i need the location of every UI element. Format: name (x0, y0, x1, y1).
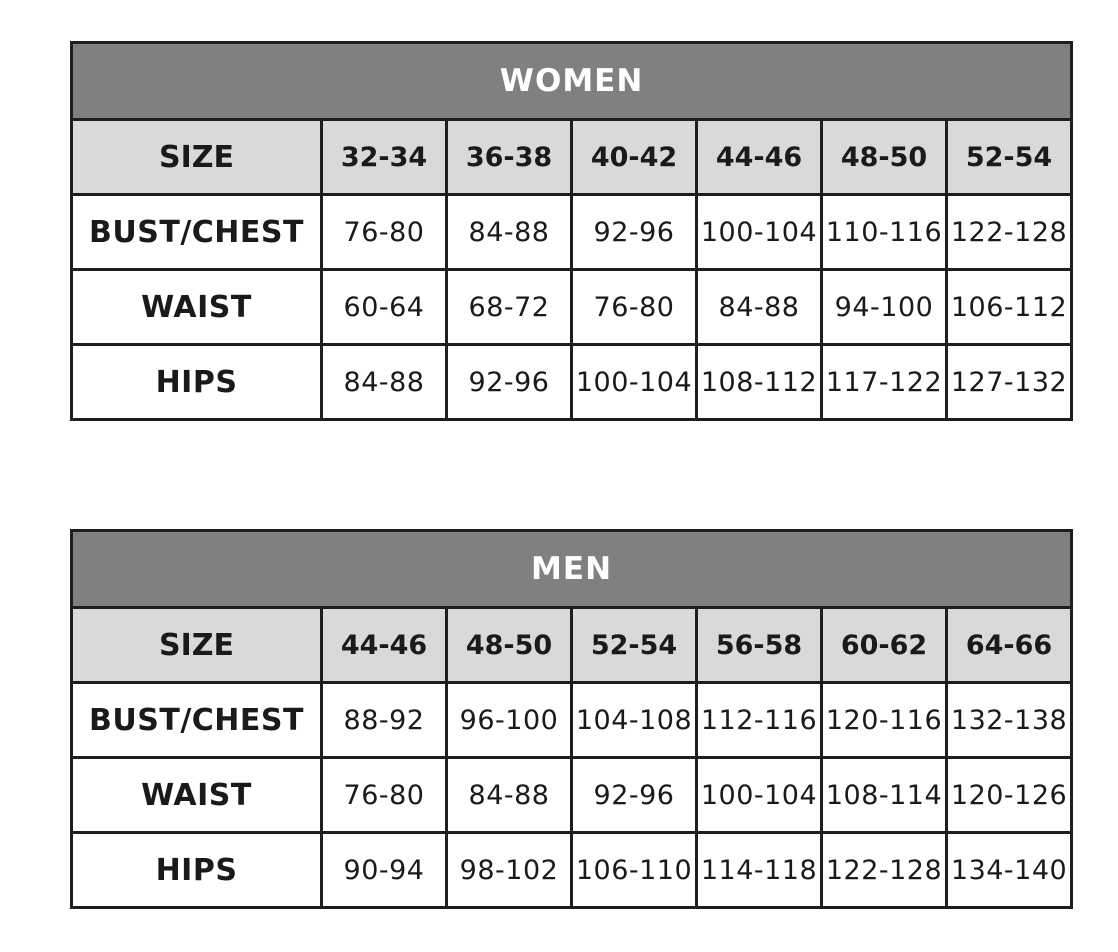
table-title: MEN (69, 529, 1074, 609)
table-row: WAIST 76-80 84-88 92-96 100-104 108-114 120-12… (70, 756, 1074, 834)
size-cell: 48-50 (445, 606, 573, 684)
measurement-cell: 84-88 (695, 268, 823, 346)
table-row: HIPS 90-94 98-102 106-110 114-118 122-128 134-… (70, 831, 1074, 909)
measurement-cell: 92-96 (570, 193, 698, 271)
size-cell: 40-42 (570, 118, 698, 196)
measurement-cell: 108-114 (820, 756, 948, 834)
measurement-cell: 84-88 (445, 193, 573, 271)
size-cell: 52-54 (570, 606, 698, 684)
size-label: SIZE (70, 606, 323, 684)
measurement-cell: 100-104 (695, 756, 823, 834)
measurement-cell: 110-116 (820, 193, 948, 271)
measurement-cell: 132-138 (944, 681, 1074, 759)
measurement-cell: 88-92 (320, 681, 448, 759)
table-row: BUST/CHEST 88-92 96-100 104-108 112-116 120-1… (70, 681, 1074, 759)
size-header-row: SIZE 32-34 36-38 40-42 44-46 48-50 52-54 (70, 118, 1074, 196)
measurement-cell: 122-128 (944, 193, 1074, 271)
measurement-cell: 76-80 (320, 756, 448, 834)
men-size-table: MEN SIZE 44-46 48-50 52-54 56-58 60-62 64-66 BU… (69, 529, 1074, 909)
measurement-cell: 76-80 (320, 193, 448, 271)
row-label: BUST/CHEST (70, 193, 323, 271)
measurement-cell: 120-126 (944, 756, 1074, 834)
measurement-cell: 84-88 (445, 756, 573, 834)
size-label: SIZE (70, 118, 323, 196)
row-label: WAIST (70, 756, 323, 834)
size-cell: 52-54 (944, 118, 1074, 196)
measurement-cell: 114-118 (695, 831, 823, 909)
table-row: WAIST 60-64 68-72 76-80 84-88 94-100 106-112 (70, 268, 1074, 346)
size-cell: 44-46 (695, 118, 823, 196)
measurement-cell: 92-96 (445, 343, 573, 421)
measurement-cell: 100-104 (695, 193, 823, 271)
size-cell: 60-62 (820, 606, 948, 684)
measurement-cell: 98-102 (445, 831, 573, 909)
size-cell: 64-66 (944, 606, 1074, 684)
measurement-cell: 120-116 (820, 681, 948, 759)
measurement-cell: 108-112 (695, 343, 823, 421)
size-cell: 44-46 (320, 606, 448, 684)
measurement-cell: 117-122 (820, 343, 948, 421)
measurement-cell: 106-112 (944, 268, 1074, 346)
size-cell: 36-38 (445, 118, 573, 196)
table-row: BUST/CHEST 76-80 84-88 92-96 100-104 110-116 1… (70, 193, 1074, 271)
measurement-cell: 122-128 (820, 831, 948, 909)
measurement-cell: 127-132 (944, 343, 1074, 421)
row-label: HIPS (70, 831, 323, 909)
measurement-cell: 90-94 (320, 831, 448, 909)
measurement-cell: 60-64 (320, 268, 448, 346)
row-label: BUST/CHEST (70, 681, 323, 759)
row-label: WAIST (70, 268, 323, 346)
measurement-cell: 76-80 (570, 268, 698, 346)
measurement-cell: 134-140 (944, 831, 1074, 909)
table-title: WOMEN (69, 41, 1074, 121)
measurement-cell: 96-100 (445, 681, 573, 759)
measurement-cell: 100-104 (570, 343, 698, 421)
measurement-cell: 112-116 (695, 681, 823, 759)
size-cell: 56-58 (695, 606, 823, 684)
measurement-cell: 104-108 (570, 681, 698, 759)
measurement-cell: 94-100 (820, 268, 948, 346)
measurement-cell: 106-110 (570, 831, 698, 909)
row-label: HIPS (70, 343, 323, 421)
measurement-cell: 92-96 (570, 756, 698, 834)
women-size-table: WOMEN SIZE 32-34 36-38 40-42 44-46 48-50 52-54… (69, 41, 1074, 421)
size-header-row: SIZE 44-46 48-50 52-54 56-58 60-62 64-66 (70, 606, 1074, 684)
measurement-cell: 84-88 (320, 343, 448, 421)
table-row: HIPS 84-88 92-96 100-104 108-112 117-122 127-1… (70, 343, 1074, 421)
measurement-cell: 68-72 (445, 268, 573, 346)
size-cell: 32-34 (320, 118, 448, 196)
size-cell: 48-50 (820, 118, 948, 196)
